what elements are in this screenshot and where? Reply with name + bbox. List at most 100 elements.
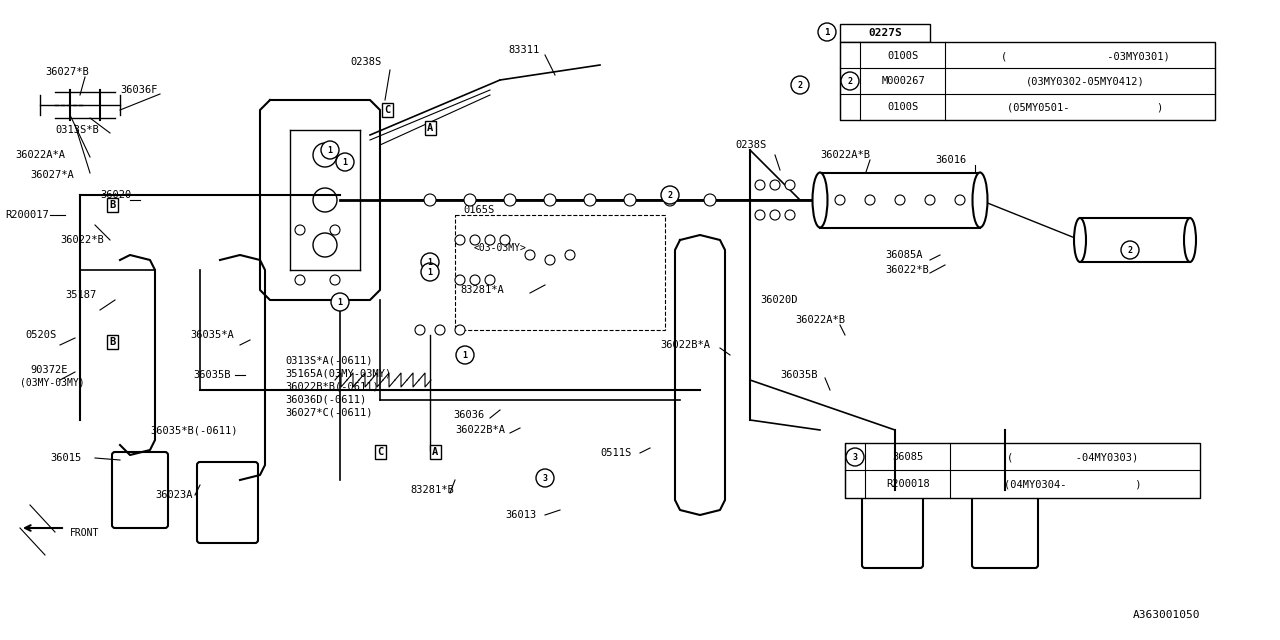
Text: 2: 2 — [797, 81, 803, 90]
Circle shape — [704, 194, 716, 206]
Circle shape — [841, 72, 859, 90]
Text: (03MY-03MY): (03MY-03MY) — [20, 377, 84, 387]
Circle shape — [435, 325, 445, 335]
Bar — [106, 198, 118, 212]
Circle shape — [1121, 241, 1139, 259]
Circle shape — [785, 210, 795, 220]
Text: 36027*A: 36027*A — [29, 170, 74, 180]
FancyBboxPatch shape — [197, 462, 259, 543]
Text: 1: 1 — [328, 145, 333, 154]
Circle shape — [314, 188, 337, 212]
Circle shape — [314, 143, 337, 167]
Text: A363001050: A363001050 — [1133, 610, 1201, 620]
Circle shape — [485, 275, 495, 285]
Text: 2: 2 — [1128, 246, 1133, 255]
Circle shape — [500, 235, 509, 245]
Text: 36035B: 36035B — [193, 370, 230, 380]
Text: 36022B*A: 36022B*A — [454, 425, 506, 435]
Text: 1: 1 — [338, 298, 343, 307]
Circle shape — [536, 469, 554, 487]
Text: C: C — [376, 447, 383, 457]
Circle shape — [771, 210, 780, 220]
Text: 0313S*A(-0611): 0313S*A(-0611) — [285, 355, 372, 365]
Text: 83281*B: 83281*B — [410, 485, 453, 495]
Text: 3: 3 — [543, 474, 548, 483]
Text: 36020: 36020 — [100, 190, 132, 200]
Text: FRONT: FRONT — [70, 528, 100, 538]
Circle shape — [785, 180, 795, 190]
Text: 36022B*B(-0611): 36022B*B(-0611) — [285, 381, 379, 391]
Ellipse shape — [1074, 218, 1085, 262]
Circle shape — [955, 195, 965, 205]
Text: 36027*B: 36027*B — [45, 67, 88, 77]
Text: 35187: 35187 — [65, 290, 96, 300]
Text: M000267: M000267 — [881, 76, 925, 86]
Circle shape — [895, 195, 905, 205]
Circle shape — [421, 263, 439, 281]
Text: 36022A*A: 36022A*A — [15, 150, 65, 160]
Circle shape — [791, 76, 809, 94]
Text: 36013: 36013 — [506, 510, 536, 520]
Text: (03MY0302-05MY0412): (03MY0302-05MY0412) — [1025, 76, 1144, 86]
Text: C: C — [384, 105, 390, 115]
Circle shape — [330, 275, 340, 285]
Circle shape — [755, 210, 765, 220]
Text: 36016: 36016 — [934, 155, 966, 165]
Circle shape — [504, 194, 516, 206]
Circle shape — [771, 180, 780, 190]
Bar — [375, 445, 385, 459]
Circle shape — [584, 194, 596, 206]
Circle shape — [625, 194, 636, 206]
Ellipse shape — [973, 173, 987, 227]
Text: 36035B: 36035B — [780, 370, 818, 380]
Text: 36015: 36015 — [50, 453, 81, 463]
Text: 1: 1 — [462, 351, 467, 360]
Text: 1: 1 — [824, 28, 829, 36]
Bar — [1080, 218, 1190, 262]
Text: 36035*A: 36035*A — [189, 330, 234, 340]
Circle shape — [337, 153, 355, 171]
Circle shape — [294, 225, 305, 235]
Text: 36085: 36085 — [892, 452, 924, 462]
Ellipse shape — [1184, 218, 1196, 262]
Circle shape — [835, 195, 845, 205]
FancyBboxPatch shape — [113, 452, 168, 528]
Text: 0238S: 0238S — [349, 57, 381, 67]
Text: (04MY0304-           ): (04MY0304- ) — [1005, 479, 1142, 489]
Text: 35165A(03MY-03MY): 35165A(03MY-03MY) — [285, 368, 392, 378]
Text: 83311: 83311 — [508, 45, 540, 55]
Text: R200017: R200017 — [5, 210, 49, 220]
Text: R200018: R200018 — [886, 479, 929, 489]
Circle shape — [470, 235, 480, 245]
Circle shape — [454, 325, 465, 335]
Text: 36022*B: 36022*B — [884, 265, 929, 275]
Text: 0100S: 0100S — [887, 102, 919, 112]
Text: 36022A*B: 36022A*B — [795, 315, 845, 325]
Text: (05MY0501-              ): (05MY0501- ) — [1007, 102, 1164, 112]
Circle shape — [755, 180, 765, 190]
Circle shape — [456, 346, 474, 364]
Text: 36036D(-0611): 36036D(-0611) — [285, 394, 366, 404]
Circle shape — [925, 195, 934, 205]
Circle shape — [544, 194, 556, 206]
Text: B: B — [109, 337, 115, 347]
Text: 2: 2 — [847, 77, 852, 86]
Text: 0100S: 0100S — [887, 51, 919, 61]
Circle shape — [525, 250, 535, 260]
Text: 3: 3 — [852, 452, 858, 461]
Text: 0165S: 0165S — [463, 205, 494, 215]
Circle shape — [294, 275, 305, 285]
Circle shape — [454, 275, 465, 285]
Circle shape — [330, 225, 340, 235]
Bar — [425, 121, 435, 135]
Text: <03-03MY>: <03-03MY> — [474, 243, 526, 253]
Text: 36022A*B: 36022A*B — [820, 150, 870, 160]
Text: 2: 2 — [667, 191, 672, 200]
Text: A: A — [431, 447, 438, 457]
Circle shape — [846, 448, 864, 466]
Bar — [381, 103, 393, 117]
Circle shape — [454, 235, 465, 245]
Text: 36085A: 36085A — [884, 250, 923, 260]
Bar — [106, 335, 118, 349]
Bar — [430, 445, 440, 459]
